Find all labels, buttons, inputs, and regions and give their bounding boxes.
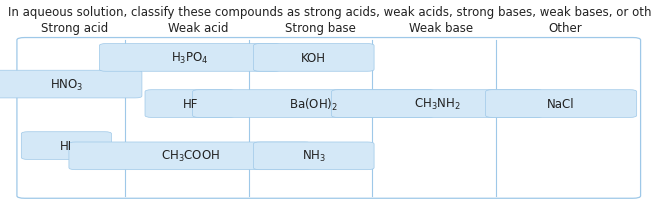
FancyBboxPatch shape (0, 71, 142, 99)
Text: Weak acid: Weak acid (169, 22, 229, 35)
Text: CH$_3$NH$_2$: CH$_3$NH$_2$ (414, 96, 461, 112)
Text: In aqueous solution, classify these compounds as strong acids, weak acids, stron: In aqueous solution, classify these comp… (8, 6, 651, 19)
Text: Strong acid: Strong acid (41, 22, 109, 35)
FancyBboxPatch shape (100, 44, 281, 72)
Text: CH$_3$COOH: CH$_3$COOH (161, 149, 219, 164)
FancyBboxPatch shape (145, 90, 235, 118)
FancyBboxPatch shape (17, 38, 641, 198)
FancyBboxPatch shape (253, 142, 374, 170)
FancyBboxPatch shape (486, 90, 637, 118)
Text: Strong base: Strong base (285, 22, 355, 35)
Text: KOH: KOH (301, 52, 326, 65)
Text: HF: HF (182, 98, 198, 111)
FancyBboxPatch shape (193, 90, 435, 118)
FancyBboxPatch shape (69, 142, 311, 170)
Text: Weak base: Weak base (409, 22, 473, 35)
Text: HI: HI (61, 139, 72, 152)
FancyBboxPatch shape (21, 132, 111, 160)
Text: HNO$_3$: HNO$_3$ (49, 77, 83, 92)
FancyBboxPatch shape (253, 44, 374, 72)
Text: NaCl: NaCl (547, 98, 575, 111)
FancyBboxPatch shape (331, 90, 544, 118)
Text: NH$_3$: NH$_3$ (302, 149, 326, 164)
Text: Other: Other (548, 22, 582, 35)
Text: Ba(OH)$_2$: Ba(OH)$_2$ (289, 96, 339, 112)
Text: H$_3$PO$_4$: H$_3$PO$_4$ (171, 51, 209, 66)
